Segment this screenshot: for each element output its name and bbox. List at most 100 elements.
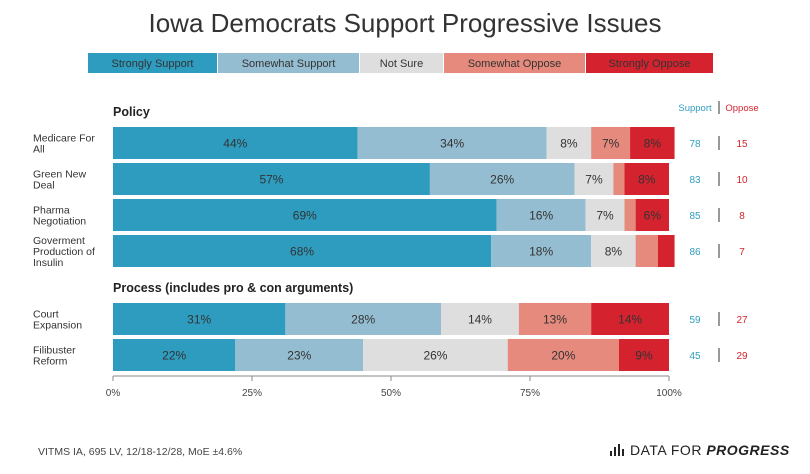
bar-segment	[635, 235, 658, 267]
data-label: 20%	[551, 349, 575, 363]
brand-emphasis: PROGRESS	[706, 442, 790, 458]
data-label: 31%	[187, 313, 211, 327]
support-total: 45	[689, 351, 701, 362]
bar-segment	[630, 127, 675, 159]
oppose-total: 7	[739, 247, 745, 258]
data-label: 14%	[468, 313, 492, 327]
data-label: 8%	[605, 245, 623, 259]
brand-logo: DATA FOR PROGRESS	[610, 442, 790, 458]
bar-segment	[624, 199, 636, 231]
footer-note: VITMS IA, 695 LV, 12/18-12/28, MoE ±4.6%	[38, 446, 243, 458]
oppose-column-header: Oppose	[725, 103, 758, 114]
category-label: Court	[33, 309, 59, 321]
bar-segment	[491, 235, 592, 267]
data-label: 26%	[423, 349, 447, 363]
support-total: 59	[689, 315, 701, 326]
section-title: Policy	[113, 105, 150, 119]
bar-segment	[113, 339, 236, 371]
oppose-total: 8	[739, 211, 745, 222]
bar-segment	[635, 199, 669, 231]
data-label: 9%	[635, 349, 653, 363]
data-label: 68%	[290, 245, 314, 259]
data-label: 7%	[602, 137, 620, 151]
data-label: 26%	[490, 173, 514, 187]
bar-segment	[113, 235, 492, 267]
bar-segment	[585, 199, 625, 231]
bar-segment	[507, 339, 619, 371]
category-label: Expansion	[33, 320, 82, 332]
category-label: Green New	[33, 169, 87, 181]
chart-title: Iowa Democrats Support Progressive Issue…	[149, 8, 662, 38]
data-label: 8%	[638, 173, 656, 187]
data-label: 28%	[351, 313, 375, 327]
data-label: 69%	[293, 209, 317, 223]
bar-segment	[618, 339, 669, 371]
data-label: 16%	[529, 209, 553, 223]
bar-segment	[657, 235, 675, 267]
legend-strongly-oppose-label: Strongly Oppose	[609, 58, 691, 70]
bar-segment	[235, 339, 364, 371]
legend-somewhat-support-swatch	[218, 53, 359, 73]
legend-somewhat-oppose-swatch	[444, 53, 585, 73]
data-label: 14%	[618, 313, 642, 327]
data-label: 57%	[259, 173, 283, 187]
category-label: Goverment	[33, 235, 85, 247]
x-tick-label: 0%	[106, 388, 121, 399]
support-total: 83	[689, 175, 701, 186]
bar-segment	[285, 303, 442, 335]
category-label: Insulin	[33, 257, 64, 269]
data-label: 13%	[543, 313, 567, 327]
bar-segment	[363, 339, 508, 371]
bar-segment	[496, 199, 586, 231]
legend-somewhat-oppose-label: Somewhat Oppose	[468, 58, 562, 70]
bar-segment	[624, 163, 669, 195]
bar-segment	[613, 163, 625, 195]
legend-not-sure-label: Not Sure	[380, 58, 423, 70]
oppose-total: 29	[736, 351, 748, 362]
data-label: 44%	[223, 137, 247, 151]
bar-segment	[591, 235, 636, 267]
bar-segment	[591, 127, 631, 159]
category-label: Pharma	[33, 205, 70, 217]
bar-segment	[546, 127, 592, 159]
bar-segment	[591, 303, 669, 335]
data-label: 8%	[644, 137, 662, 151]
bar-segment	[574, 163, 614, 195]
data-label: 6%	[644, 209, 662, 223]
category-label: Medicare For	[33, 133, 95, 145]
bar-segment	[113, 199, 497, 231]
support-total: 78	[689, 139, 701, 150]
category-label: Negotiation	[33, 216, 86, 228]
bar-segment	[113, 303, 286, 335]
data-label: 23%	[287, 349, 311, 363]
x-tick-label: 75%	[520, 388, 540, 399]
data-label: 34%	[440, 137, 464, 151]
legend-not-sure-swatch	[360, 53, 443, 73]
data-label: 7%	[596, 209, 614, 223]
bar-chart-icon	[610, 444, 624, 456]
legend-strongly-support-swatch	[88, 53, 217, 73]
legend: Strongly Support Somewhat Support Not Sure…	[88, 53, 713, 73]
data-label: 18%	[529, 245, 553, 259]
support-total: 86	[689, 247, 701, 258]
data-label: 7%	[585, 173, 603, 187]
category-label: Reform	[33, 356, 68, 368]
x-tick-label: 50%	[381, 388, 401, 399]
legend-strongly-oppose-swatch	[586, 53, 713, 73]
section-title: Process (includes pro & con arguments)	[113, 281, 353, 295]
category-label: Filibuster	[33, 345, 76, 357]
support-total: 85	[689, 211, 701, 222]
bar-segment	[441, 303, 519, 335]
data-label: 8%	[560, 137, 578, 151]
bar-segment	[518, 303, 592, 335]
bar-segment	[357, 127, 547, 159]
legend-somewhat-support-label: Somewhat Support	[242, 58, 336, 70]
bar-segment	[429, 163, 575, 195]
oppose-total: 27	[736, 315, 748, 326]
brand-prefix: DATA FOR	[630, 442, 707, 458]
oppose-total: 15	[736, 139, 748, 150]
category-label: Production of	[33, 246, 95, 258]
oppose-total: 10	[736, 175, 748, 186]
